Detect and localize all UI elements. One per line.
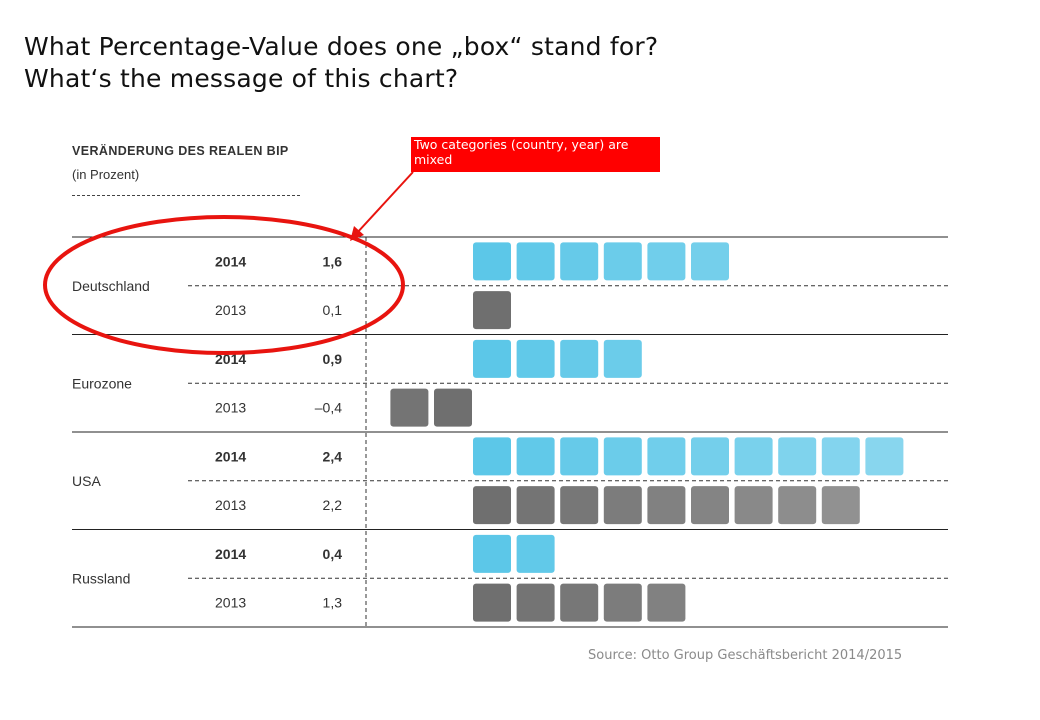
value-box	[603, 339, 642, 378]
value-label: –0,4	[315, 400, 342, 416]
value-box	[691, 486, 729, 525]
value-box	[434, 388, 472, 427]
value-label: 0,1	[323, 302, 343, 318]
value-box	[865, 437, 904, 476]
chart-overlay	[43, 171, 414, 355]
year-label: 2013	[215, 302, 246, 318]
value-box	[691, 437, 729, 476]
value-box	[560, 486, 599, 525]
value-box	[647, 583, 686, 622]
value-box	[778, 486, 817, 525]
category-label: Russland	[72, 570, 130, 586]
year-label: 2014	[215, 448, 246, 464]
value-box	[473, 339, 511, 378]
value-box	[516, 534, 555, 573]
value-box	[473, 291, 511, 330]
value-box	[516, 242, 555, 281]
value-box	[603, 242, 642, 281]
value-box	[560, 242, 599, 281]
value-box	[516, 583, 555, 622]
value-box	[473, 437, 511, 476]
value-box	[647, 242, 686, 281]
value-label: 1,6	[323, 253, 343, 269]
value-label: 0,4	[323, 546, 343, 562]
category-label: Deutschland	[72, 278, 150, 294]
annotation-arrow-head	[350, 226, 364, 241]
category-label: USA	[72, 473, 101, 489]
value-box	[821, 486, 860, 525]
value-box	[691, 242, 729, 281]
source-note: Source: Otto Group Geschäftsbericht 2014…	[588, 648, 903, 663]
annotation-arrow-line	[355, 171, 414, 235]
value-box	[516, 486, 555, 525]
title-rule	[72, 195, 300, 196]
value-box	[473, 583, 511, 622]
value-box	[734, 486, 773, 525]
question-2: What‘s the message of this chart?	[24, 64, 459, 93]
year-label: 2014	[215, 253, 246, 269]
question-1: What Percentage-Value does one „box“ sta…	[24, 32, 659, 61]
value-box	[778, 437, 817, 476]
value-box	[647, 486, 686, 525]
chart-title: VERÄNDERUNG DES REALEN BIP	[72, 144, 289, 158]
value-box	[603, 486, 642, 525]
highlight-ellipse	[43, 215, 405, 355]
value-label: 1,3	[323, 595, 343, 611]
value-label: 2,4	[323, 448, 343, 464]
value-box	[473, 486, 511, 525]
chart-boxes	[390, 242, 904, 622]
value-box	[821, 437, 860, 476]
year-label: 2013	[215, 595, 246, 611]
annotation-callout: Two categories (country, year) are mixed	[411, 137, 660, 172]
value-box	[516, 437, 555, 476]
value-box	[560, 437, 599, 476]
year-label: 2013	[215, 400, 246, 416]
category-label: Eurozone	[72, 375, 132, 391]
chart-subtitle: (in Prozent)	[72, 167, 140, 182]
value-box	[560, 583, 599, 622]
value-box	[473, 534, 511, 573]
year-label: 2014	[215, 546, 246, 562]
chart-grid	[72, 236, 948, 628]
year-label: 2013	[215, 497, 246, 513]
value-label: 2,2	[323, 497, 343, 513]
value-box	[516, 339, 555, 378]
value-box	[473, 242, 511, 281]
value-label: 0,9	[323, 351, 343, 367]
value-box	[603, 583, 642, 622]
value-box	[647, 437, 686, 476]
value-box	[603, 437, 642, 476]
value-box	[390, 388, 429, 427]
value-box	[734, 437, 773, 476]
chart-labels: Deutschland 2014 1,6 2013 0,1 Eurozone 2014 0,9…	[72, 253, 342, 610]
value-box	[560, 339, 599, 378]
